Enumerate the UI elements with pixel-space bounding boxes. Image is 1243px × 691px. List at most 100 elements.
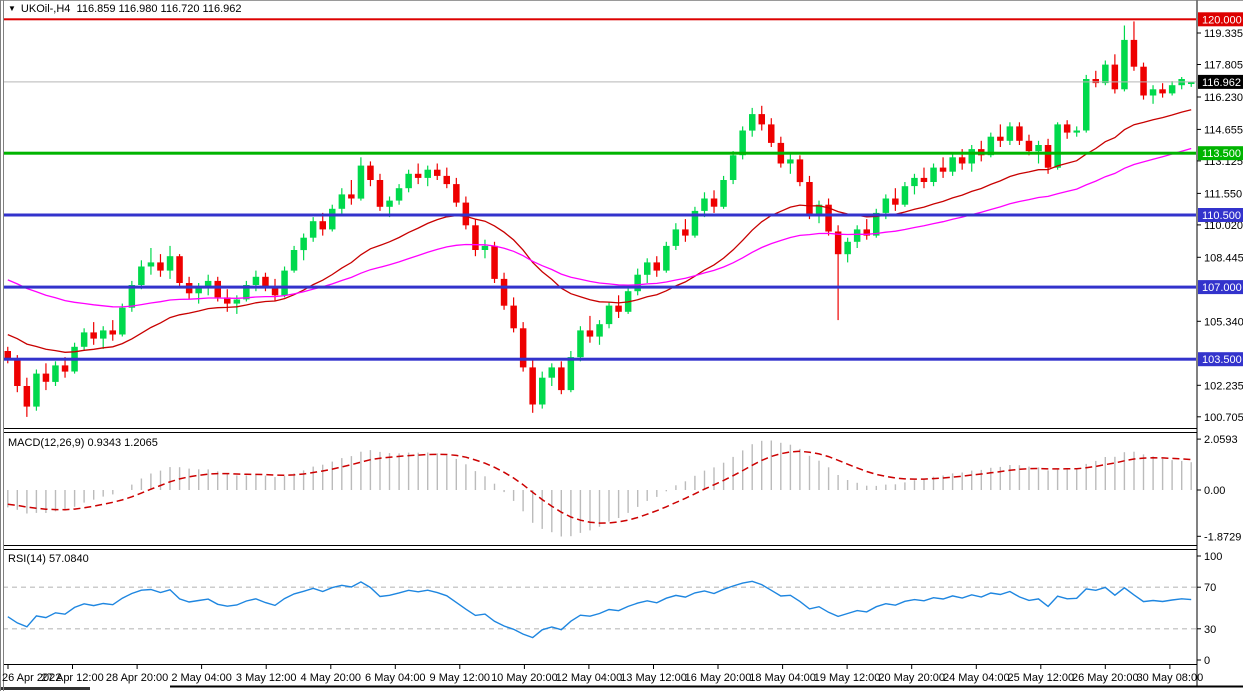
candle-body [290,250,298,271]
time-tick-label: 30 May 08:00 [1137,672,1204,684]
price-tick-label: 105.340 [1204,316,1243,328]
time-tick-label: 16 May 20:00 [685,672,752,684]
candle-body [644,262,651,275]
rsi-label: RSI(14) 57.0840 [8,553,89,565]
candle-body [329,208,336,230]
price-badge-label: 120.000 [1202,14,1242,26]
current-price-line[interactable] [3,81,1196,83]
price-badge [1198,146,1243,161]
candle-body [729,155,737,180]
candle-body [376,180,384,207]
candle-body [1073,130,1080,133]
candle-body [510,305,517,329]
candle-body [844,241,851,255]
candle-body [949,157,956,172]
candle-body [1159,89,1166,94]
price-tick-label: 116.230 [1204,92,1243,104]
time-tick-label: 9 May 12:00 [430,672,491,684]
time-tick-label: 18 May 04:00 [749,672,816,684]
candle-body [119,307,126,335]
time-tick-label: 19 May 12:00 [814,672,881,684]
level-line-113500[interactable] [3,151,1196,155]
candle-body [958,157,966,164]
price-badge-label: 116.962 [1202,77,1241,89]
candle-body [357,165,365,199]
candle-body [491,245,498,279]
candle-body [653,262,660,271]
candle-body [882,198,890,213]
time-tick-label: 12 May 04:00 [556,672,623,684]
candle-body [1188,81,1195,84]
resistance-line-120[interactable] [3,18,1196,21]
candle-body [1006,126,1014,141]
candle-body [825,204,832,232]
level-line-107000[interactable] [3,285,1196,289]
candle-body [42,373,50,382]
candle-body [367,165,374,180]
candle-body [147,262,155,267]
candle-body [997,136,1004,141]
candle-body [710,198,718,207]
candle-body [987,136,995,156]
bottom-left-frame [0,687,90,690]
ma-fast-line [7,109,1192,353]
price-tick-label: 117.805 [1204,60,1243,72]
candle-body [1025,140,1033,152]
candle-body [138,266,145,285]
candle-body [701,198,708,211]
time-tick-label: 3 May 12:00 [236,672,297,684]
macd-tick-label: -1.8729 [1204,531,1241,543]
candle-body [224,297,231,304]
candle-body [873,212,880,236]
candle-body [61,365,69,372]
candle-body [1054,124,1061,168]
price-tick-label: 114.655 [1204,124,1243,136]
candle-body [682,229,689,236]
chart-title-text: UKOil-,H4 116.859 116.980 116.720 116.96… [20,3,242,15]
candle-body [968,149,975,164]
candle-body [720,180,727,207]
price-badge [1198,352,1243,367]
time-tick-label: 2 May 04:00 [171,672,232,684]
candle-body [787,159,794,164]
candle-body [863,229,870,236]
candle-body [414,173,422,178]
candle-body [1102,64,1109,84]
time-tick-label: 26 May 20:00 [1072,672,1139,684]
time-tick-label: 25 May 12:00 [1007,672,1074,684]
candle-body [939,167,947,172]
candle-body [892,198,899,205]
candle-body [577,330,584,358]
time-tick-label: 27 Apr 12:00 [41,672,103,684]
candle-body [214,280,221,298]
candle-body [1063,124,1071,133]
price-badge-label: 107.000 [1202,282,1242,294]
price-tick-label: 102.235 [1204,380,1243,392]
candle-body [634,274,641,292]
level-line-110500[interactable] [3,213,1196,217]
candle-body [338,194,346,209]
candle-body [834,231,842,255]
price-tick-label: 110.020 [1204,220,1243,232]
candle-body [319,221,326,230]
candle-body [529,367,536,405]
level-line-103500[interactable] [3,357,1196,361]
candle-body [424,169,431,178]
price-badge [1198,280,1243,295]
chart-title[interactable]: ▼ UKOil-,H4 116.859 116.980 116.720 116.9… [8,3,242,15]
time-tick-label: 10 May 20:00 [491,672,558,684]
candle-body [749,114,756,131]
symbol-dropdown-icon[interactable]: ▼ [8,4,16,13]
candle-body [911,177,918,187]
candle-body [243,285,250,300]
macd-signal-line [7,450,1192,524]
macd-tick-label: 2.0593 [1204,434,1238,446]
candle-body [853,229,861,242]
time-tick-label: 24 May 04:00 [943,672,1010,684]
rsi-line [7,580,1192,639]
candle-body [605,305,613,325]
price-axis[interactable]: 119.335117.805116.230114.655113.125111.5… [1197,12,1243,667]
